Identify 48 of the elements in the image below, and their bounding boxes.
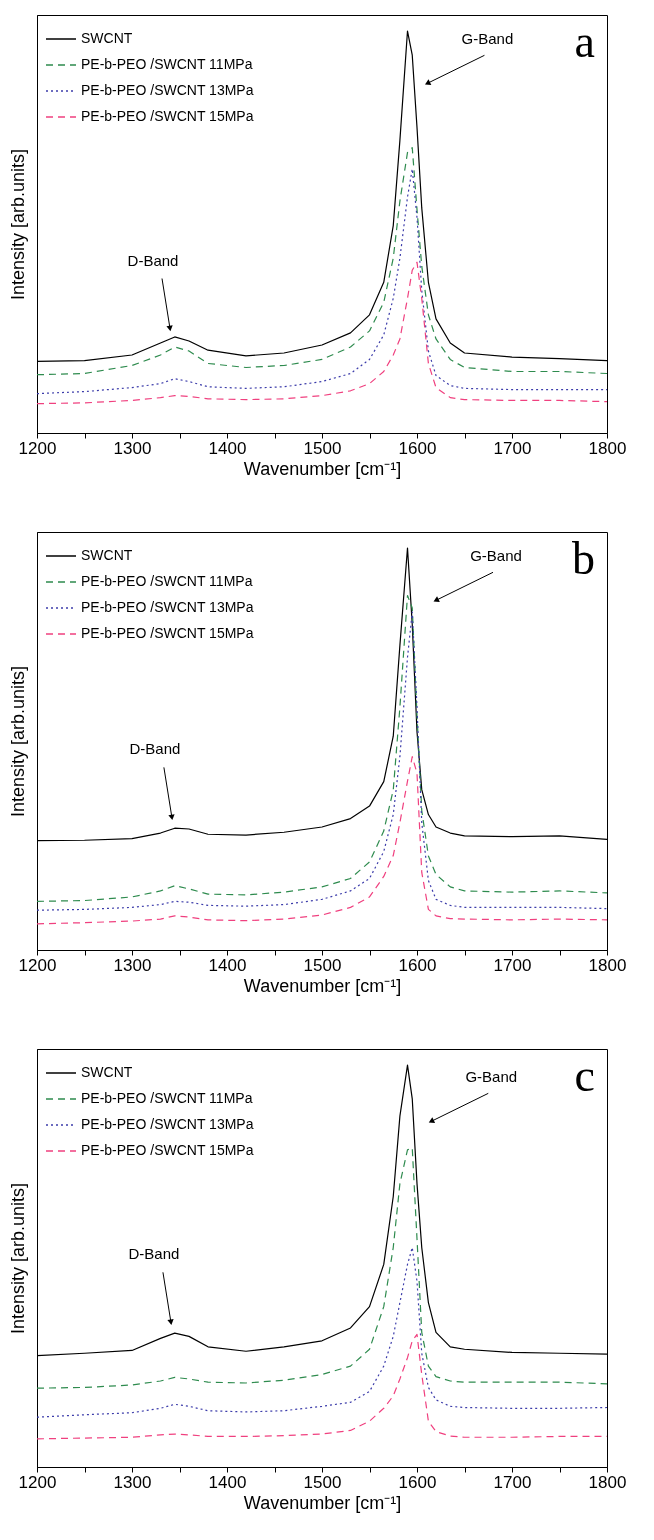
legend-label: PE-b-PEO /SWCNT 13MPa bbox=[81, 82, 254, 98]
x-tick-label: 1700 bbox=[493, 955, 532, 975]
x-tick-label: 1700 bbox=[493, 438, 532, 458]
x-tick-label: 1600 bbox=[398, 438, 437, 458]
x-tick-label: 1400 bbox=[208, 1472, 247, 1492]
annotation: D-Band bbox=[129, 740, 181, 758]
x-axis-title: Wavenumber [cm⁻¹] bbox=[243, 458, 402, 479]
annotation: D-Band bbox=[128, 1245, 180, 1263]
legend-label: PE-b-PEO /SWCNT 15MPa bbox=[81, 1142, 254, 1158]
annotation: G-Band bbox=[461, 30, 514, 48]
x-tick-label: 1800 bbox=[588, 955, 627, 975]
legend-label: PE-b-PEO /SWCNT 13MPa bbox=[81, 1116, 254, 1132]
x-axis-title: Wavenumber [cm⁻¹] bbox=[243, 975, 402, 996]
legend-label: PE-b-PEO /SWCNT 11MPa bbox=[81, 1090, 253, 1106]
x-tick-label: 1200 bbox=[18, 1472, 57, 1492]
y-axis-title: Intensity [arb.units] bbox=[7, 665, 28, 818]
annotation: G-Band bbox=[465, 1068, 518, 1086]
x-tick-label: 1500 bbox=[303, 1472, 342, 1492]
x-tick-label: 1600 bbox=[398, 1472, 437, 1492]
annotation: a bbox=[574, 16, 595, 67]
x-tick-label: 1600 bbox=[398, 955, 437, 975]
x-tick-label: 1200 bbox=[18, 438, 57, 458]
legend-label: SWCNT bbox=[81, 30, 133, 46]
legend-label: PE-b-PEO /SWCNT 13MPa bbox=[81, 599, 254, 615]
y-axis-title: Intensity [arb.units] bbox=[7, 1182, 28, 1335]
x-axis-title: Wavenumber [cm⁻¹] bbox=[243, 1492, 402, 1513]
x-tick-label: 1800 bbox=[588, 438, 627, 458]
annotation: c bbox=[574, 1050, 595, 1101]
x-tick-label: 1300 bbox=[113, 955, 152, 975]
legend-label: SWCNT bbox=[81, 547, 133, 563]
legend-label: PE-b-PEO /SWCNT 15MPa bbox=[81, 108, 254, 124]
x-tick-label: 1400 bbox=[208, 438, 247, 458]
annotation: D-Band bbox=[127, 251, 179, 269]
x-tick-label: 1700 bbox=[493, 1472, 532, 1492]
x-tick-label: 1400 bbox=[208, 955, 247, 975]
legend-label: PE-b-PEO /SWCNT 11MPa bbox=[81, 573, 253, 589]
x-tick-label: 1300 bbox=[113, 1472, 152, 1492]
legend-label: PE-b-PEO /SWCNT 11MPa bbox=[81, 56, 253, 72]
legend-label: SWCNT bbox=[81, 1064, 133, 1080]
x-tick-label: 1200 bbox=[18, 955, 57, 975]
y-axis-title: Intensity [arb.units] bbox=[7, 148, 28, 301]
legend-label: PE-b-PEO /SWCNT 15MPa bbox=[81, 625, 254, 641]
x-tick-label: 1800 bbox=[588, 1472, 627, 1492]
annotation: b bbox=[572, 533, 595, 584]
x-tick-label: 1500 bbox=[303, 438, 342, 458]
x-tick-label: 1300 bbox=[113, 438, 152, 458]
annotation: G-Band bbox=[470, 547, 522, 565]
x-tick-label: 1500 bbox=[303, 955, 342, 975]
